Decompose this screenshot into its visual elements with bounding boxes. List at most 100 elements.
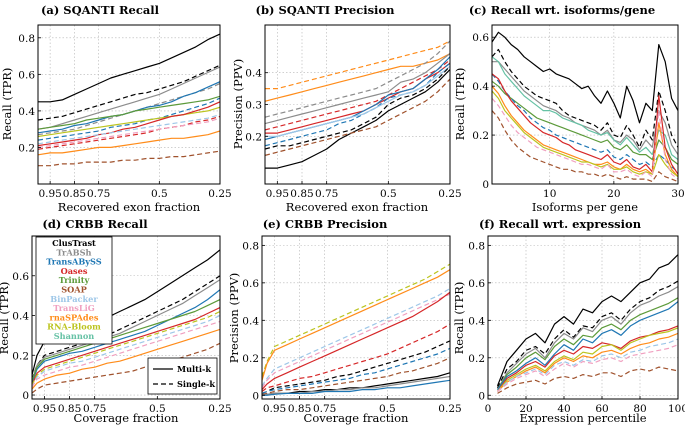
panel-a-sqanti-recall: (a) SQANTI Recall 0.95 0.85 0.75 0.5 0.25 0.2…	[0, 3, 232, 214]
panel-b-title: (b) SQANTI Precision	[256, 3, 396, 17]
panel-a-series-soap-dashed	[38, 150, 220, 167]
panel-a-xlabel: Recovered exon fraction	[58, 200, 201, 214]
panel-e-series-rnaspades-solid	[262, 269, 450, 381]
panel-d-title: (d) CRBB Recall	[42, 217, 148, 231]
panel-f-series-translig-dashed	[497, 344, 678, 392]
panel-c-ytick-label: 0.2	[472, 130, 489, 142]
panel-b-series-trabsh-solid	[265, 53, 450, 125]
panel-b-series-oases-dashed	[265, 59, 450, 131]
panel-e-lines	[262, 263, 450, 396]
panel-e-ytick-label: 0.6	[242, 278, 259, 290]
panel-e-xtick-label: 0.5	[379, 403, 396, 415]
panel-a-title: (a) SQANTI Recall	[41, 3, 160, 17]
panel-c-recall-isoforms: (c) Recall wrt. isoforms/gene 10 20 30 0 0.2…	[453, 3, 685, 214]
panel-d-xtick-label: 0.5	[149, 403, 166, 415]
legend: ClusTrastTrABShTransABySSOasesTrinitySOA…	[35, 236, 218, 395]
panel-b-sqanti-precision: (b) SQANTI Precision 0.95 0.85 0.75 0.5 0.25…	[231, 3, 462, 214]
legend-style-box	[147, 357, 218, 395]
panel-e-series-transabyss-dashed	[262, 347, 450, 394]
panel-d-ticks: 0.95 0.85 0.75 0.5 0.25 0 0.2 0.4 0.6	[12, 271, 231, 415]
panel-c-series-soap-dashed	[492, 110, 678, 183]
panel-f-frame	[487, 235, 679, 400]
panel-a-xtick-label: 0.5	[151, 188, 168, 200]
panel-e-series-binpacker-dashed	[262, 287, 450, 387]
panel-a-series-oases-solid	[38, 101, 220, 147]
legend-assembler-items: ClusTrastTrABShTransABySSOasesTrinitySOA…	[46, 238, 101, 341]
legend-item-soap: SOAP	[61, 285, 87, 295]
legend-multi-k-label: Multi-k	[177, 364, 211, 374]
panel-d-series-rnaspades-solid	[32, 328, 220, 390]
panel-d-series-binpacker-dashed	[32, 314, 220, 388]
panel-a-grid	[38, 25, 221, 184]
panel-c-series-trabsh-solid	[492, 61, 678, 155]
legend-item-trabsh: TrABSh	[57, 247, 92, 257]
panel-a-series-rna-bloom-solid	[38, 106, 220, 138]
panel-d-series-translig-dashed	[32, 320, 220, 388]
panel-b-series-trabsh-dashed	[265, 40, 450, 118]
legend-item-transabyss: TransABySS	[46, 257, 101, 267]
panel-e-xlabel: Coverage fraction	[304, 411, 409, 425]
legend-item-clustrast: ClusTrast	[52, 238, 96, 248]
panel-c-series-translig-dashed	[492, 98, 678, 180]
panel-a-ytick-label: 0.8	[18, 33, 35, 45]
panel-a-frame	[37, 24, 221, 185]
panel-e-crbb-precision: (e) CRBB Precision 0.95 0.85 0.75 0.5 0.2500…	[227, 217, 462, 425]
legend-item-oases: Oases	[61, 266, 88, 276]
panel-c-ytick-label: 0.4	[472, 81, 489, 93]
panel-c-ytick-label: 0.6	[472, 32, 489, 44]
panel-f-xtick-label: 100	[668, 403, 685, 415]
panel-a-series-oases-dashed	[38, 115, 220, 150]
panel-a-xtick-label: 0.25	[208, 188, 231, 200]
panel-a-series-trabsh-dashed	[38, 82, 220, 136]
panel-b-series-rnaspades-solid	[265, 53, 450, 102]
panel-f-xtick-label: 0	[485, 403, 492, 415]
panel-e-series-rna-bloom-dashed	[262, 263, 450, 377]
panel-c-series-transabyss-dashed	[492, 73, 678, 173]
panel-b-series-soap-dashed	[265, 78, 450, 156]
panel-e-ytick-label: 0.8	[242, 240, 259, 252]
panel-b-series-transabyss-dashed	[265, 62, 450, 147]
panel-e-xtick-label: 0.25	[438, 403, 461, 415]
panel-d-ytick-label: 0.2	[12, 350, 29, 362]
legend-single-k-label: Single-k	[177, 379, 215, 389]
panel-a-series-trabsh-solid	[38, 66, 220, 130]
panel-b-series-clustrast-solid	[265, 69, 450, 169]
panel-e-ylabel: Precision (PPV)	[227, 273, 241, 363]
panel-b-series-binpacker-solid	[265, 65, 450, 137]
panel-d-ytick-label: 0.4	[12, 311, 29, 323]
panel-d-xtick-label: 0.75	[83, 403, 106, 415]
panel-e-series-oases-solid	[262, 291, 450, 390]
panel-f-xlabel: Expression percentile	[519, 411, 646, 425]
panel-f-title: (f) Recall wrt. expression	[479, 217, 642, 231]
panel-b-ticks: 0.95 0.85 0.75 0.5 0.25 0.2 0.3 0.4	[245, 68, 461, 200]
panel-b-xtick-label: 0.75	[315, 188, 338, 200]
panel-a-series-rnaspades-solid	[38, 130, 220, 156]
panel-d-ytick-label: 0	[22, 390, 29, 402]
panel-f-series-soap-dashed	[497, 366, 678, 394]
panel-d-xlabel: Coverage fraction	[74, 411, 179, 425]
legend-item-rna-bloom: RNA-Bloom	[47, 322, 101, 332]
panel-f-series-clustrast-solid	[496, 254, 678, 387]
panel-f-ytick-label: 0	[478, 390, 485, 402]
panel-f-xtick-label: 20	[519, 403, 532, 415]
panel-c-lines	[492, 31, 678, 183]
panel-a-xtick-label: 0.75	[87, 188, 110, 200]
panel-f-xtick-label: 40	[557, 403, 570, 415]
panel-a-series-translig-dashed	[38, 117, 220, 148]
panel-f-series-trabsh-solid	[496, 286, 678, 390]
panel-b-lines	[265, 40, 450, 169]
legend-item-binpacker: BinPacker	[50, 294, 98, 304]
panel-c-series-shannon-solid	[492, 56, 678, 160]
panel-d-series-oases-solid	[32, 307, 220, 386]
panel-a-series-clustrast-solid	[38, 33, 220, 103]
panel-e-xtick-label: 0.75	[313, 403, 336, 415]
panel-f-xtick-label: 80	[633, 403, 646, 415]
panel-a-series-trinity-solid	[38, 95, 220, 130]
panel-f-series-transabyss-solid	[497, 301, 678, 390]
panel-b-xtick-label: 0.95	[266, 188, 289, 200]
panel-d-series-rna-bloom-dashed	[32, 310, 220, 386]
panel-e-xtick-label: 0.85	[288, 403, 311, 415]
panel-a-xtick-label: 0.95	[38, 188, 61, 200]
panel-a-ytick-label: 0.4	[18, 106, 35, 118]
